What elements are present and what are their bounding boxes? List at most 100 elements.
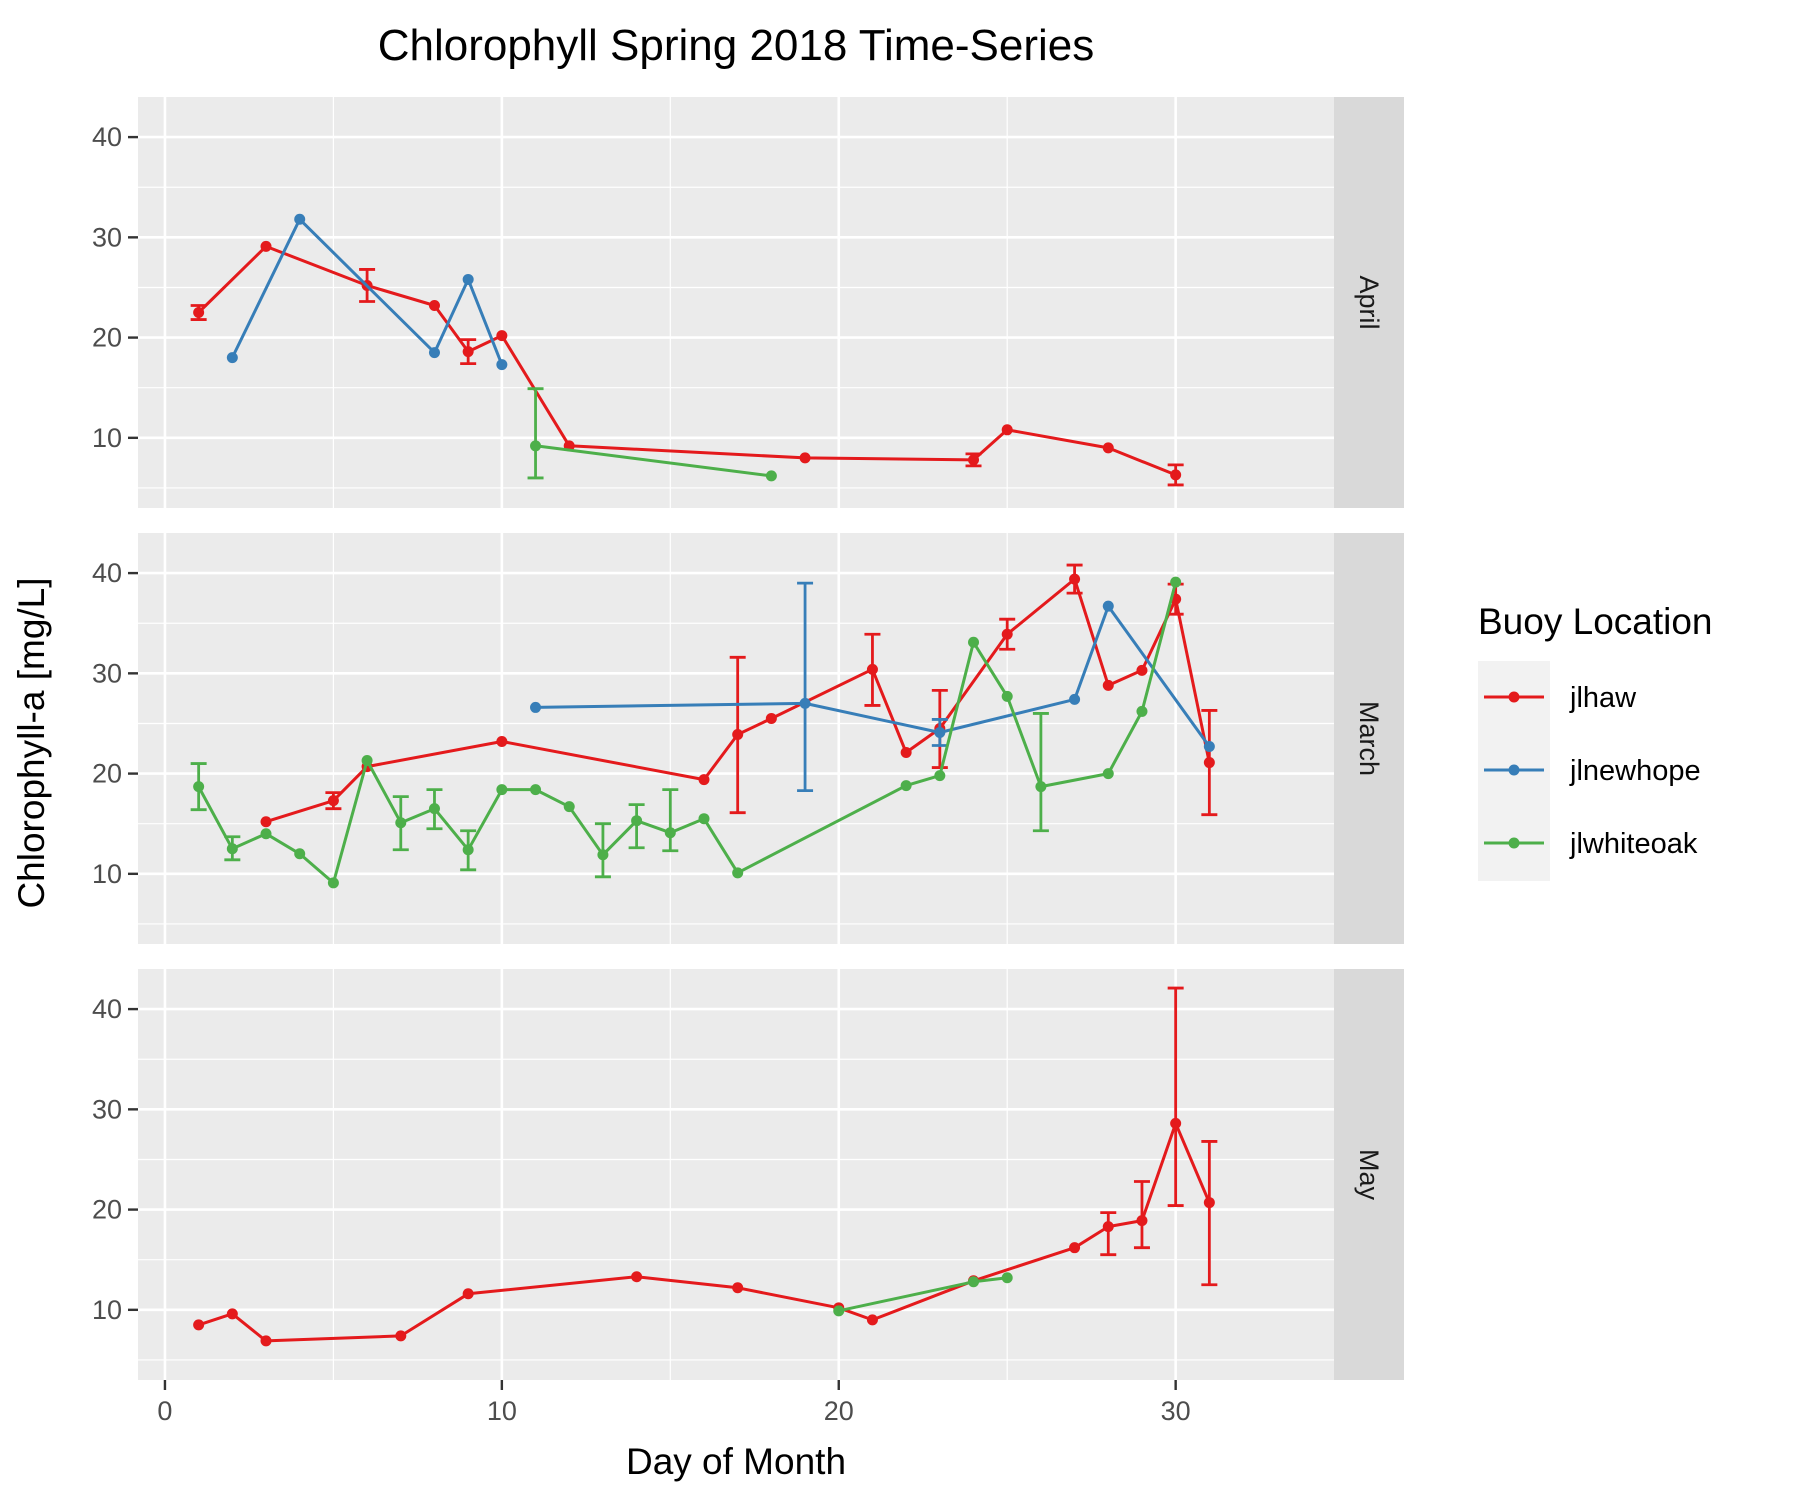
data-point (631, 1271, 643, 1283)
series-line (535, 444, 772, 478)
data-point (1203, 757, 1215, 769)
legend-item-jlhaw: jlhaw (1484, 682, 1637, 714)
data-point (226, 843, 238, 855)
data-point (968, 454, 980, 466)
series-jlwhiteoak (190, 576, 1182, 889)
panel-background (138, 97, 1334, 508)
data-point (833, 1305, 845, 1317)
data-point (1136, 705, 1148, 717)
y-tick-label: 20 (92, 759, 122, 789)
data-point (563, 801, 575, 813)
data-point (1069, 573, 1081, 585)
data-point (1102, 679, 1114, 691)
data-point (732, 867, 744, 879)
data-point (1170, 469, 1182, 481)
data-point (732, 728, 744, 740)
legend-label: jlwhiteoak (1569, 828, 1698, 860)
data-point (765, 470, 777, 482)
data-point (934, 770, 946, 782)
facet-strip-label: March (1354, 701, 1384, 776)
facet-panel-march: 10 20 30 40 March (92, 533, 1404, 944)
data-point (428, 803, 440, 815)
data-point (462, 346, 474, 358)
facet-panel-april: 10 20 30 40 April (92, 97, 1404, 508)
data-point (1069, 1242, 1081, 1254)
x-tick-label: 20 (824, 1396, 854, 1426)
data-point (1203, 741, 1215, 753)
data-point (1102, 600, 1114, 612)
data-point (361, 755, 373, 767)
legend-key-point (1508, 691, 1520, 703)
data-point (698, 774, 710, 786)
legend-title: Buoy Location (1478, 601, 1713, 642)
legend: Buoy Location jlhaw jlnewhope jlwhiteoak (1478, 601, 1713, 881)
data-point (226, 1308, 238, 1320)
data-point (866, 663, 878, 675)
data-point (428, 300, 440, 312)
legend-item-jlnewhope: jlnewhope (1484, 755, 1701, 787)
data-point (1102, 1221, 1114, 1233)
data-point (866, 1314, 878, 1326)
data-point (226, 352, 238, 364)
y-tick-label: 40 (92, 122, 122, 152)
y-axis-label: Chlorophyll-a [mg/L] (11, 577, 52, 908)
data-point (968, 636, 980, 648)
facet-strip (1334, 533, 1404, 944)
data-point (1001, 628, 1013, 640)
data-point (1001, 690, 1013, 702)
data-point (294, 848, 306, 860)
facet-strip-label: April (1354, 275, 1384, 329)
x-axis: 0 10 20 30 (157, 1380, 1191, 1426)
data-point (327, 877, 339, 889)
data-point (1170, 576, 1182, 588)
facet-panels: 0 10 20 30 10 20 30 40 April 10 20 30 40 March 10 20 30 4… (92, 97, 1404, 1426)
y-tick-label: 30 (92, 1094, 122, 1124)
data-point (1136, 1215, 1148, 1227)
y-tick-label: 20 (92, 323, 122, 353)
data-point (496, 330, 508, 342)
data-point (462, 1288, 474, 1300)
data-point (530, 440, 542, 452)
data-point (732, 1282, 744, 1294)
y-tick-label: 40 (92, 558, 122, 588)
panel-background (138, 969, 1334, 1380)
legend-key-point (1508, 837, 1520, 849)
data-point (900, 747, 912, 759)
data-point (799, 452, 811, 464)
data-point (260, 240, 272, 252)
data-point (395, 1330, 407, 1342)
y-tick-label: 10 (92, 423, 122, 453)
y-tick-label: 10 (92, 859, 122, 889)
data-point (664, 827, 676, 839)
data-point (395, 817, 407, 829)
y-tick-label: 30 (92, 222, 122, 252)
data-point (462, 844, 474, 856)
x-tick-label: 30 (1161, 1396, 1191, 1426)
data-point (597, 849, 609, 861)
y-tick-label: 20 (92, 1195, 122, 1225)
facet-strip (1334, 97, 1404, 508)
data-point (294, 213, 306, 225)
facet-panel-may: 10 20 30 40 May (92, 969, 1404, 1380)
data-point (1069, 693, 1081, 705)
facet-strip-label: May (1354, 1149, 1384, 1201)
legend-key-point (1508, 764, 1520, 776)
series-jlnewhope (226, 213, 508, 371)
data-point (327, 795, 339, 807)
data-point (193, 1319, 205, 1331)
chart-title: Chlorophyll Spring 2018 Time-Series (378, 21, 1095, 70)
legend-label: jlhaw (1569, 682, 1637, 714)
data-point (1035, 781, 1047, 793)
data-point (428, 347, 440, 359)
data-point (1102, 768, 1114, 780)
data-point (1136, 664, 1148, 676)
series-jlwhiteoak (527, 387, 777, 482)
data-point (1102, 442, 1114, 454)
data-point (260, 816, 272, 828)
data-point (193, 307, 205, 319)
x-tick-label: 10 (487, 1396, 517, 1426)
data-point (260, 828, 272, 840)
y-tick-label: 30 (92, 658, 122, 688)
